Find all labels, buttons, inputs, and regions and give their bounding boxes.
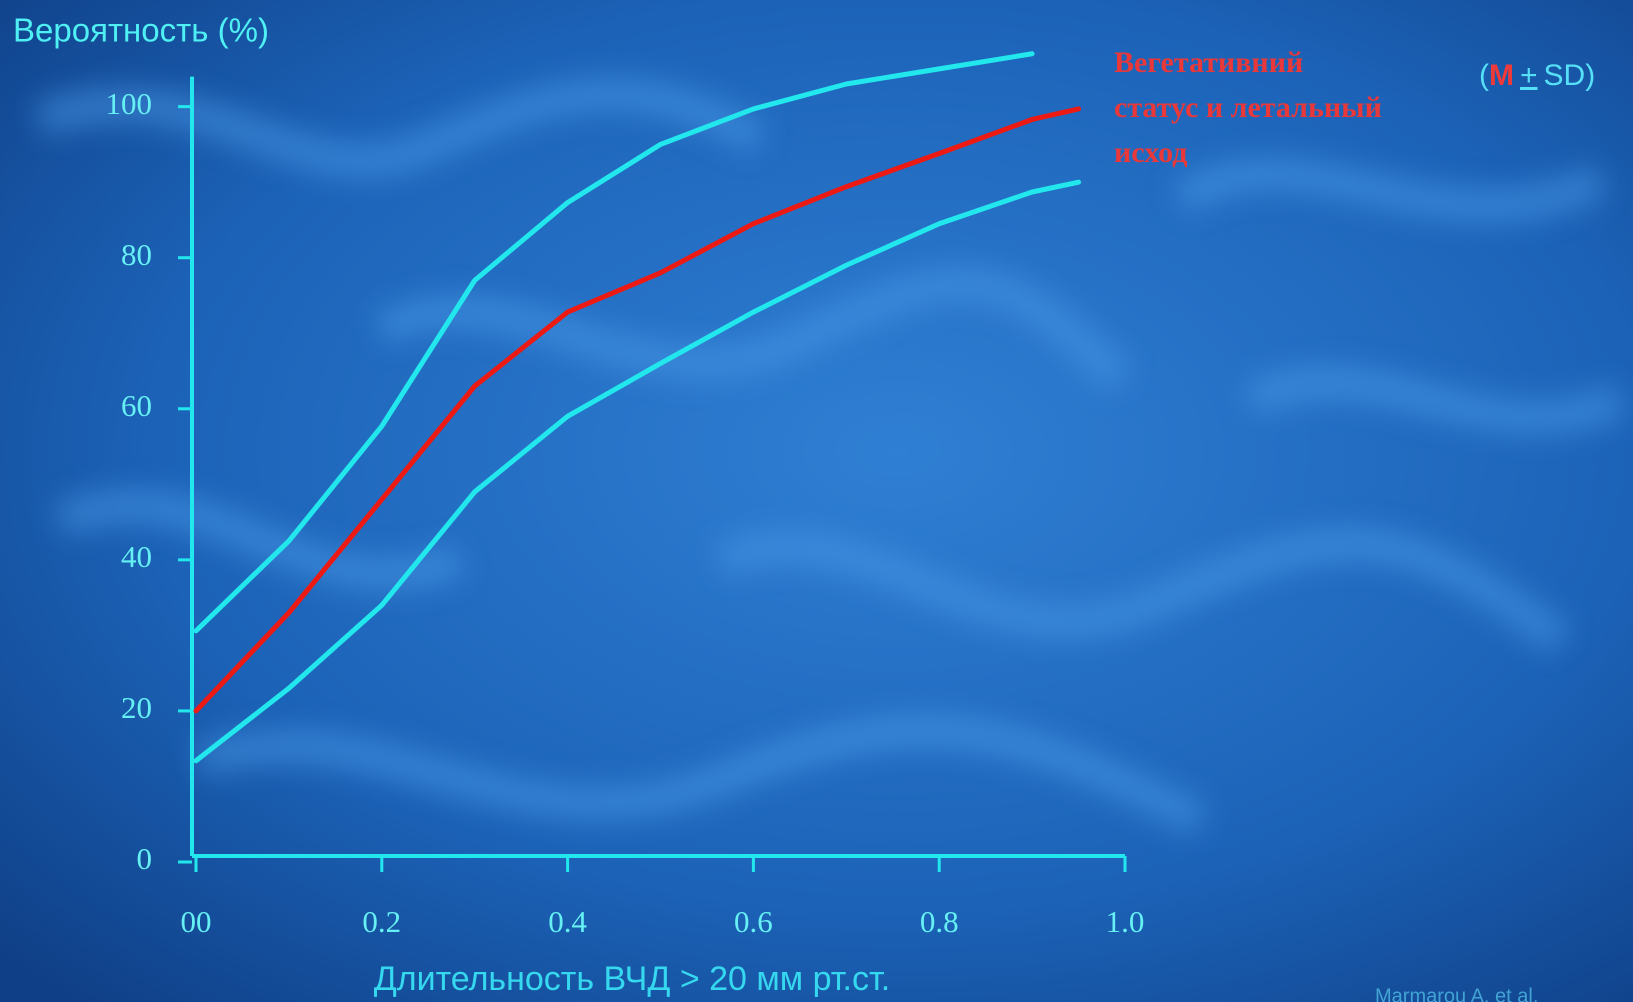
y-tick-label: 0 xyxy=(137,841,153,876)
background xyxy=(0,0,1633,1002)
x-tick-label: 0.2 xyxy=(362,904,401,939)
y-tick-label: 80 xyxy=(121,237,152,272)
chart-title: Вероятность (%) xyxy=(13,12,269,49)
chart: Вероятность (%) Длительность ВЧД > 20 мм… xyxy=(0,0,1633,1002)
x-tick-label: 0.8 xyxy=(920,904,959,939)
y-tick-label: 40 xyxy=(121,539,152,574)
y-tick-label: 60 xyxy=(121,388,152,423)
page: Вероятность (%) Длительность ВЧД > 20 мм… xyxy=(0,0,1633,1002)
note-sd: SD) xyxy=(1544,59,1596,92)
note-open: ( xyxy=(1479,59,1489,92)
x-tick-label: 0.6 xyxy=(734,904,773,939)
note-pm: + xyxy=(1520,59,1538,92)
x-tick-label: 0.4 xyxy=(548,904,587,939)
x-tick-label: 1.0 xyxy=(1106,904,1145,939)
annotation-line: статус и летальный xyxy=(1114,91,1382,124)
x-tick-label: 00 xyxy=(181,904,212,939)
note-mean: M xyxy=(1489,59,1514,92)
y-tick-label: 20 xyxy=(121,690,152,725)
credit: Marmarou A. et al. xyxy=(1375,985,1538,1002)
x-axis-label: Длительность ВЧД > 20 мм рт.ст. xyxy=(374,960,891,998)
y-tick-label: 100 xyxy=(106,86,153,121)
annotation-line: Вегетативний xyxy=(1114,46,1303,79)
annotation-line: исход xyxy=(1114,136,1187,169)
note: (M+SD) xyxy=(1479,59,1595,92)
